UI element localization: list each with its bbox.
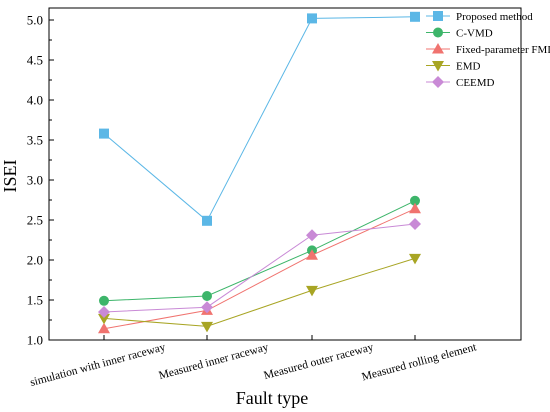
data-point bbox=[201, 321, 213, 333]
legend-item: Fixed-parameter FMD bbox=[426, 43, 550, 56]
series-ceemd bbox=[98, 218, 421, 318]
y-tick-label: 1.0 bbox=[27, 333, 43, 348]
x-tick-label: simulation with inner raceway bbox=[29, 341, 167, 389]
data-point bbox=[432, 61, 444, 72]
legend-item: Proposed method bbox=[426, 11, 533, 23]
legend-label: C-VMD bbox=[456, 28, 493, 40]
series-layer bbox=[98, 11, 421, 334]
y-tick-label: 3.0 bbox=[27, 173, 43, 188]
data-point bbox=[306, 285, 318, 297]
x-axis-title: Fault type bbox=[236, 388, 309, 408]
y-tick-label: 3.5 bbox=[27, 133, 43, 148]
series-c-vmd bbox=[99, 195, 420, 306]
data-point bbox=[306, 249, 318, 260]
data-point bbox=[306, 229, 318, 242]
legend-label: Proposed method bbox=[456, 11, 533, 23]
series-emd bbox=[98, 253, 421, 333]
legend-label: Fixed-parameter FMD bbox=[456, 44, 550, 56]
y-tick-label: 1.5 bbox=[27, 293, 43, 308]
data-point bbox=[432, 43, 444, 54]
data-point bbox=[98, 313, 110, 325]
x-tick-label: Measured inner raceway bbox=[157, 341, 270, 382]
data-point bbox=[433, 11, 443, 21]
data-point bbox=[409, 218, 421, 230]
series-line bbox=[103, 257, 416, 327]
series-line bbox=[103, 200, 416, 302]
data-point bbox=[99, 128, 109, 139]
legend-item: C-VMD bbox=[426, 27, 493, 40]
y-tick-label: 4.0 bbox=[27, 93, 43, 108]
legend-label: EMD bbox=[456, 61, 481, 73]
y-tick-label: 5.0 bbox=[27, 13, 43, 28]
legend-label: CEEMD bbox=[456, 77, 495, 89]
data-point bbox=[433, 27, 443, 38]
series-proposed-method bbox=[99, 11, 420, 226]
plot-frame bbox=[48, 7, 522, 341]
y-tick-label: 2.0 bbox=[27, 253, 43, 268]
data-point bbox=[409, 202, 421, 214]
legend-item: EMD bbox=[426, 61, 481, 73]
y-axis-title: ISEI bbox=[0, 160, 20, 193]
data-point bbox=[99, 295, 109, 306]
series-line bbox=[103, 208, 416, 330]
x-tick-label: Measured outer raceway bbox=[262, 341, 375, 382]
data-point bbox=[98, 306, 110, 318]
data-point bbox=[201, 301, 213, 314]
series-fixed-parameter-fmd bbox=[98, 202, 421, 334]
series-line bbox=[103, 223, 416, 313]
data-point bbox=[432, 76, 444, 88]
data-point bbox=[409, 253, 421, 265]
data-point bbox=[307, 13, 317, 24]
y-tick-label: 4.5 bbox=[27, 53, 43, 68]
data-point bbox=[202, 215, 212, 226]
data-point bbox=[410, 195, 420, 206]
y-tick-label: 2.5 bbox=[27, 213, 43, 228]
data-point bbox=[410, 11, 420, 22]
legend: Proposed method C-VMD Fixed-parameter FMD E… bbox=[426, 11, 550, 89]
x-tick-label: Measured rolling element bbox=[361, 341, 479, 383]
data-point bbox=[202, 291, 212, 301]
series-line bbox=[103, 16, 416, 222]
data-point bbox=[98, 322, 110, 334]
legend-item: CEEMD bbox=[426, 76, 495, 89]
